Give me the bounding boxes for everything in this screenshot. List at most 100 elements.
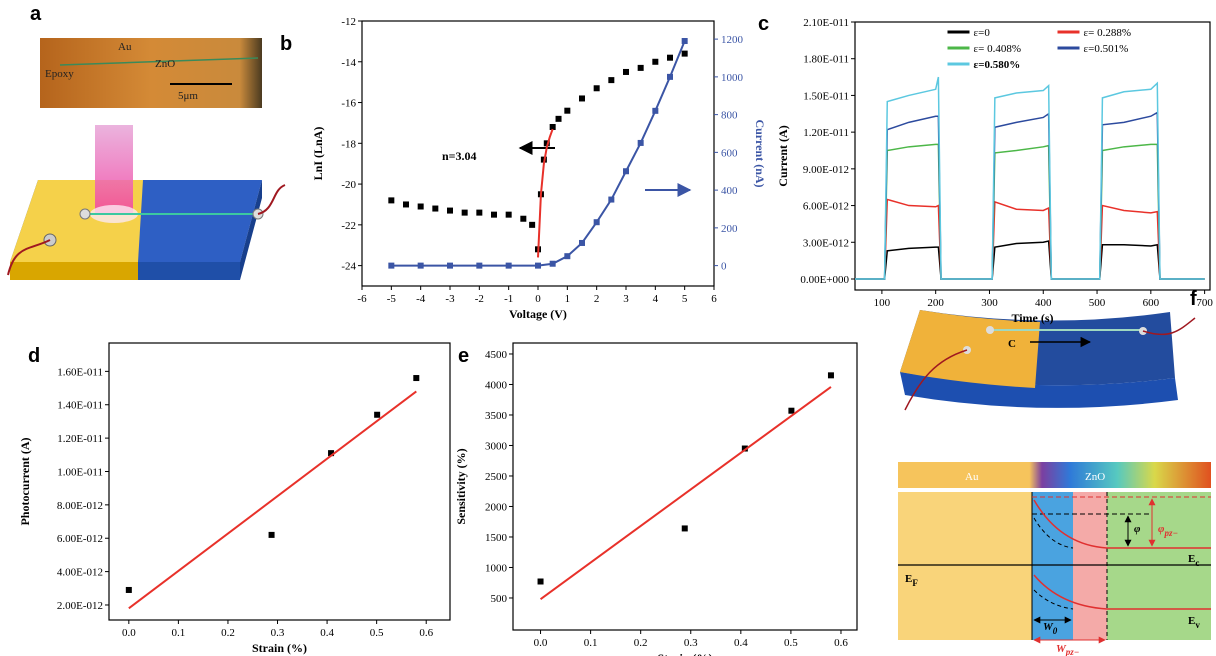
valence-label: Ev xyxy=(1188,615,1200,630)
series-line xyxy=(855,240,1205,280)
y-tick-label: -24 xyxy=(341,261,356,273)
x-tick-label: 600 xyxy=(1143,297,1160,309)
subscript: F xyxy=(912,578,918,588)
band-bar-label: Au xyxy=(965,471,979,483)
series-line xyxy=(539,386,832,601)
x-tick-label: 0.5 xyxy=(784,637,798,649)
data-point xyxy=(637,64,644,71)
symbol: E xyxy=(905,573,912,585)
data-point xyxy=(125,586,132,593)
y-tick-label: 4000 xyxy=(485,379,508,391)
contact xyxy=(986,326,994,334)
data-point xyxy=(447,207,453,214)
data-point xyxy=(827,372,834,379)
y-tick-label: -20 xyxy=(341,179,356,191)
x-tick-label: -1 xyxy=(504,293,513,305)
panel-label: c xyxy=(758,13,769,35)
zno-region xyxy=(1107,492,1211,640)
y-tick-label: 1.40E-011 xyxy=(57,400,103,412)
data-point xyxy=(447,262,453,269)
symbol: E xyxy=(1188,615,1195,627)
plot-frame xyxy=(512,342,858,631)
micrograph-label: ZnO xyxy=(155,58,175,70)
data-point xyxy=(461,209,468,216)
width-pz-label: Wpz− xyxy=(1056,643,1079,656)
micrograph-label: Au xyxy=(118,41,132,53)
panel-label: b xyxy=(280,33,292,55)
y-tick-label: -22 xyxy=(341,220,356,232)
x-tick-label: 0.0 xyxy=(534,637,548,649)
data-point xyxy=(535,262,541,269)
y-axis-label: Sensitivity (%) xyxy=(454,448,468,524)
y-tick-label: -18 xyxy=(341,138,356,150)
data-point xyxy=(549,124,556,130)
x-tick-label: -5 xyxy=(387,293,397,305)
series-line xyxy=(128,390,417,610)
y-tick-label: 1000 xyxy=(485,562,508,574)
x-tick-label: 0.6 xyxy=(419,627,433,639)
data-point xyxy=(543,140,550,147)
scale-bar-label: 5μm xyxy=(178,90,198,102)
data-point xyxy=(681,50,688,57)
conduction-label: Ec xyxy=(1188,553,1199,568)
data-point xyxy=(476,262,483,269)
y-tick-label: -16 xyxy=(341,98,356,110)
data-point xyxy=(268,531,275,538)
x-tick-label: 3 xyxy=(623,293,629,305)
x-tick-label: 0.2 xyxy=(634,637,648,649)
x-axis-label: Time (s) xyxy=(1011,311,1053,325)
y-tick-label: 1.80E-011 xyxy=(803,54,849,66)
y-tick-label: 1.00E-011 xyxy=(57,466,103,478)
data-point xyxy=(417,203,424,210)
band-bar xyxy=(898,462,1211,488)
y-tick-label: 2.10E-011 xyxy=(803,17,849,29)
x-tick-label: 2 xyxy=(594,293,600,305)
panel-label: d xyxy=(28,345,40,367)
y-axis-label: LnI (LnA) xyxy=(311,127,325,181)
data-point xyxy=(593,219,600,226)
x-tick-label: 0 xyxy=(535,293,541,305)
data-point xyxy=(549,260,556,267)
data-point xyxy=(623,168,629,175)
x-tick-label: 0.1 xyxy=(584,637,598,649)
data-point xyxy=(537,578,544,585)
data-point xyxy=(681,38,688,45)
fermi-label: EF xyxy=(905,573,918,588)
x-tick-label: 0.5 xyxy=(370,627,384,639)
series-line xyxy=(855,198,1205,280)
data-point xyxy=(579,239,585,246)
legend-label: ε=0.501% xyxy=(1084,43,1129,55)
series-line xyxy=(391,40,686,267)
x-tick-label: 200 xyxy=(927,297,944,309)
y2-tick-label: 200 xyxy=(721,223,738,235)
x-tick-label: 1 xyxy=(565,293,571,305)
symbol: φ xyxy=(1158,523,1165,535)
data-point xyxy=(652,58,659,65)
y-tick-label: 3000 xyxy=(485,440,508,452)
data-point xyxy=(681,525,688,532)
wire xyxy=(257,184,286,215)
c-axis-label: C xyxy=(1008,338,1016,350)
subscript: v xyxy=(1195,620,1200,630)
data-point xyxy=(564,253,571,260)
annotation: n=3.04 xyxy=(442,149,477,163)
series-line xyxy=(855,111,1205,280)
x-tick-label: 0.0 xyxy=(122,627,136,639)
y-tick-label: 0.00E+000 xyxy=(800,274,849,286)
y-tick-label: 8.00E-012 xyxy=(57,500,103,512)
width-label: W0 xyxy=(1043,621,1058,636)
panel-label: a xyxy=(30,3,42,25)
data-point xyxy=(741,445,748,452)
data-point xyxy=(579,95,585,102)
y-tick-label: 4.00E-012 xyxy=(57,567,103,579)
substrate-edge xyxy=(240,180,262,280)
x-axis-label: Strain (%) xyxy=(252,641,307,655)
data-point xyxy=(529,221,536,228)
nanowire-image xyxy=(59,57,259,66)
symbol: W xyxy=(1043,621,1054,633)
data-point xyxy=(403,201,409,208)
data-point xyxy=(667,73,673,80)
x-tick-label: 0.6 xyxy=(834,637,848,649)
data-point xyxy=(555,115,562,122)
data-point xyxy=(388,262,395,269)
